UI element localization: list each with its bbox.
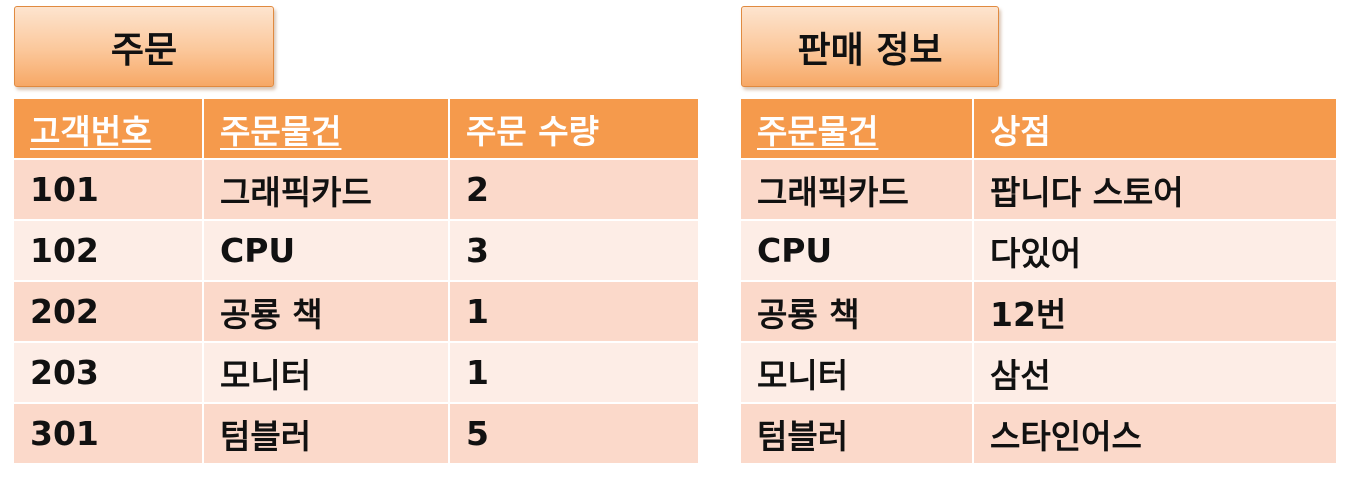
cell-store: 다있어 — [973, 220, 1336, 282]
column-header-order-qty: 주문 수량 — [449, 99, 698, 160]
table-row: 101 그래픽카드 2 — [14, 159, 698, 221]
sales-table: 주문물건 상점 그래픽카드 팝니다 스토어 CPU 다있어 공룡 책 12번 모… — [741, 99, 1336, 465]
cell-order-item: 텀블러 — [203, 403, 450, 465]
cell-customer-no: 202 — [14, 281, 204, 343]
cell-order-qty: 1 — [449, 342, 698, 404]
cell-customer-no: 102 — [14, 220, 204, 282]
cell-order-qty: 5 — [449, 403, 698, 465]
cell-order-item: 공룡 책 — [203, 281, 450, 343]
cell-order-item: CPU — [203, 220, 450, 282]
cell-store: 삼선 — [973, 342, 1336, 404]
cell-order-qty: 1 — [449, 281, 698, 343]
cell-customer-no: 101 — [14, 159, 204, 221]
column-header-store: 상점 — [973, 99, 1336, 160]
table-row: 공룡 책 12번 — [741, 281, 1336, 343]
column-header-customer-no: 고객번호 — [14, 99, 204, 160]
cell-order-qty: 2 — [449, 159, 698, 221]
table-row: 텀블러 스타인어스 — [741, 403, 1336, 465]
order-table: 고객번호 주문물건 주문 수량 101 그래픽카드 2 102 CPU 3 20… — [14, 99, 698, 465]
column-header-order-item: 주문물건 — [741, 99, 974, 160]
order-table-title-text: 주문 — [110, 29, 178, 71]
table-row: 202 공룡 책 1 — [14, 281, 698, 343]
cell-order-item: 공룡 책 — [741, 281, 974, 343]
sales-table-title: 판매 정보 — [741, 6, 999, 87]
table-row: 그래픽카드 팝니다 스토어 — [741, 159, 1336, 221]
cell-store: 12번 — [973, 281, 1336, 343]
cell-order-item: 텀블러 — [741, 403, 974, 465]
table-row: 301 텀블러 5 — [14, 403, 698, 465]
order-table-title: 주문 — [14, 6, 274, 87]
sales-table-title-text: 판매 정보 — [797, 29, 943, 71]
cell-order-item: 모니터 — [741, 342, 974, 404]
table-row: CPU 다있어 — [741, 220, 1336, 282]
cell-customer-no: 203 — [14, 342, 204, 404]
table-row: 203 모니터 1 — [14, 342, 698, 404]
table-row: 102 CPU 3 — [14, 220, 698, 282]
cell-order-item: 그래픽카드 — [741, 159, 974, 221]
cell-order-item: CPU — [741, 220, 974, 282]
cell-store: 팝니다 스토어 — [973, 159, 1336, 221]
cell-order-item: 그래픽카드 — [203, 159, 450, 221]
cell-customer-no: 301 — [14, 403, 204, 465]
cell-store: 스타인어스 — [973, 403, 1336, 465]
column-header-order-item: 주문물건 — [203, 99, 450, 160]
table-row: 모니터 삼선 — [741, 342, 1336, 404]
cell-order-item: 모니터 — [203, 342, 450, 404]
table-header-row: 고객번호 주문물건 주문 수량 — [14, 99, 698, 160]
table-header-row: 주문물건 상점 — [741, 99, 1336, 160]
cell-order-qty: 3 — [449, 220, 698, 282]
